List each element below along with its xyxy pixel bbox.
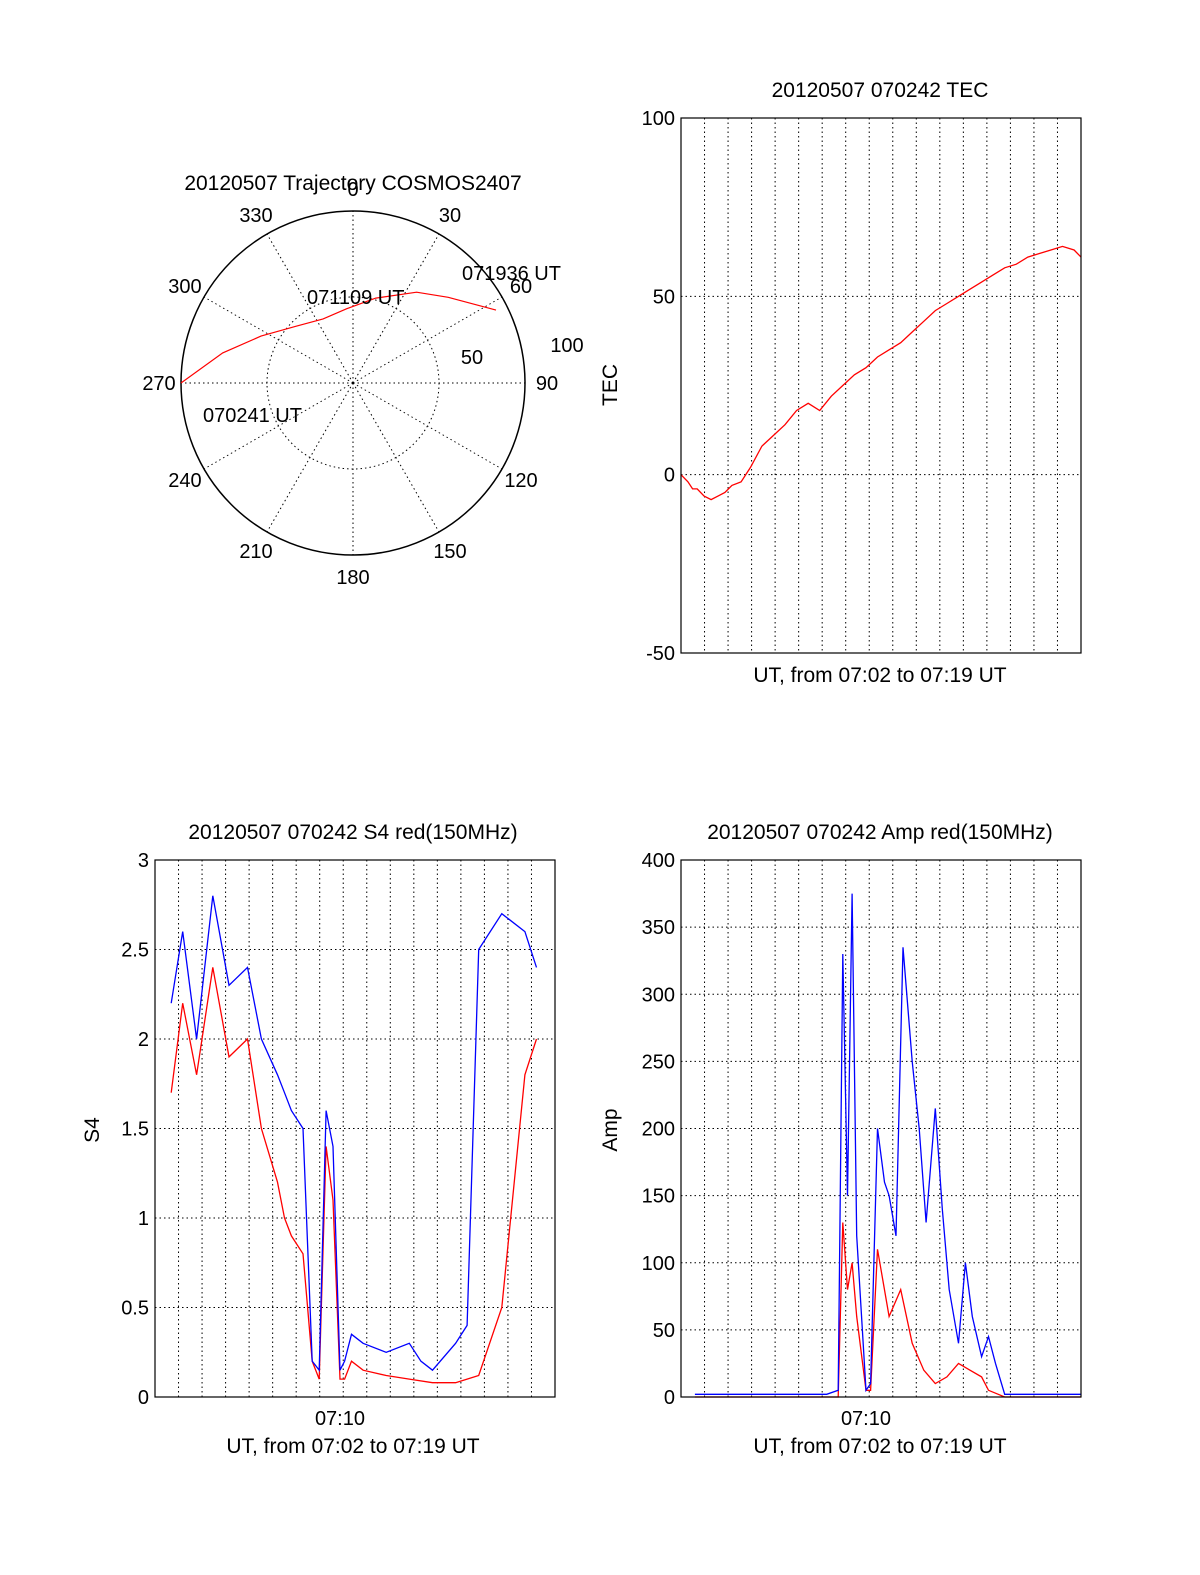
tec-frame xyxy=(680,117,1082,654)
y-tick-label: 0 xyxy=(664,1387,675,1409)
polar-grid xyxy=(180,210,526,556)
s4-frame xyxy=(154,859,556,1398)
trajectory-end-label: 071936 UT xyxy=(462,263,561,285)
y-tick-label: 400 xyxy=(642,850,675,872)
y-tick-label: 100 xyxy=(642,108,675,130)
polar-angle-label: 0 xyxy=(347,179,358,201)
s4-plot: 20120507 070242 S4 red(150MHz) 0 0.5 1 1.5 2… xyxy=(81,821,556,1458)
tec-y-ticks: -50 0 50 100 xyxy=(642,108,675,665)
y-tick-label: 1 xyxy=(138,1208,149,1230)
y-tick-label: 50 xyxy=(653,286,675,308)
polar-angle-label: 180 xyxy=(336,567,369,589)
tec-title: 20120507 070242 TEC xyxy=(772,79,989,102)
polar-angle-label: 150 xyxy=(433,541,466,563)
series-line-1 xyxy=(694,893,1081,1395)
amp-title: 20120507 070242 Amp red(150MHz) xyxy=(707,821,1053,844)
polar-angle-label: 240 xyxy=(168,470,201,492)
polar-radial-labels: 50 100 xyxy=(461,335,584,369)
y-tick-label: 100 xyxy=(642,1253,675,1275)
amp-y-label: Amp xyxy=(599,1108,622,1151)
polar-angle-labels: 0 30 60 90 120 150 180 210 240 270 300 330 xyxy=(142,179,558,589)
polar-trajectory-line-0 xyxy=(180,291,497,384)
amp-series xyxy=(694,893,1081,1398)
trajectory-start-label: 070241 UT xyxy=(203,405,302,427)
polar-radial-label: 100 xyxy=(550,335,583,357)
amp-y-ticks: 0 50 100 150 200 250 300 350 400 xyxy=(642,850,675,1409)
s4-y-label: S4 xyxy=(81,1117,104,1143)
y-tick-label: 350 xyxy=(642,917,675,939)
polar-spoke xyxy=(203,296,354,384)
series-line-0 xyxy=(170,967,538,1384)
y-tick-label: 0.5 xyxy=(121,1298,149,1320)
y-tick-label: 250 xyxy=(642,1051,675,1073)
polar-angle-label: 330 xyxy=(239,205,272,227)
polar-spoke xyxy=(352,296,503,384)
s4-title: 20120507 070242 S4 red(150MHz) xyxy=(188,821,517,844)
series-line-1 xyxy=(170,895,538,1373)
amp-frame xyxy=(680,859,1082,1398)
polar-angle-label: 120 xyxy=(504,470,537,492)
y-tick-label: 3 xyxy=(138,850,149,872)
amp-plot: 20120507 070242 Amp red(150MHz) 0 50 100 15… xyxy=(599,821,1082,1458)
y-tick-label: 2.5 xyxy=(121,940,149,962)
x-tick-label: 07:10 xyxy=(841,1408,891,1430)
polar-angle-label: 90 xyxy=(536,373,558,395)
trajectory-mid-label: 071109 UT xyxy=(307,287,404,309)
amp-x-ticks: 07:10 xyxy=(841,1408,891,1430)
polar-spoke xyxy=(352,233,440,384)
polar-angle-label: 300 xyxy=(168,276,201,298)
y-tick-label: -50 xyxy=(646,643,675,665)
polar-spoke xyxy=(352,382,440,533)
polar-spoke xyxy=(203,382,354,470)
tec-y-label: TEC xyxy=(599,364,622,406)
y-tick-label: 300 xyxy=(642,984,675,1006)
tec-grid xyxy=(681,118,1081,653)
amp-grid xyxy=(681,860,1081,1397)
y-tick-label: 0 xyxy=(664,465,675,487)
polar-spoke xyxy=(352,382,503,470)
y-tick-label: 2 xyxy=(138,1029,149,1051)
y-tick-label: 150 xyxy=(642,1186,675,1208)
polar-radial-label: 50 xyxy=(461,347,483,369)
polar-spoke xyxy=(266,233,354,384)
polar-angle-label: 30 xyxy=(439,205,461,227)
amp-x-label: UT, from 07:02 to 07:19 UT xyxy=(753,1435,1006,1458)
s4-series xyxy=(170,895,538,1384)
polar-title: 20120507 Trajectory COSMOS2407 xyxy=(184,172,521,195)
polar-angle-label: 210 xyxy=(239,541,272,563)
polar-angle-label: 270 xyxy=(142,373,175,395)
tec-series xyxy=(680,245,1082,501)
x-tick-label: 07:10 xyxy=(315,1408,365,1430)
polar-series xyxy=(180,291,497,384)
s4-x-label: UT, from 07:02 to 07:19 UT xyxy=(226,1435,479,1458)
s4-grid xyxy=(155,860,555,1397)
series-line-0 xyxy=(694,1222,1081,1398)
y-tick-label: 0 xyxy=(138,1387,149,1409)
tec-x-label: UT, from 07:02 to 07:19 UT xyxy=(753,664,1006,687)
series-line-0 xyxy=(680,245,1082,501)
s4-y-ticks: 0 0.5 1 1.5 2 2.5 3 xyxy=(121,850,149,1409)
y-tick-label: 200 xyxy=(642,1119,675,1141)
polar-spoke xyxy=(266,382,354,533)
polar-angle-label: 60 xyxy=(510,276,532,298)
y-tick-label: 1.5 xyxy=(121,1119,149,1141)
tec-plot: 20120507 070242 TEC -50 0 50 100 UT, from 0… xyxy=(599,79,1082,687)
s4-x-ticks: 07:10 xyxy=(315,1408,365,1430)
y-tick-label: 50 xyxy=(653,1320,675,1342)
polar-trajectory-plot: 20120507 Trajectory COSMOS2407 0 30 60 90 12… xyxy=(142,172,583,589)
